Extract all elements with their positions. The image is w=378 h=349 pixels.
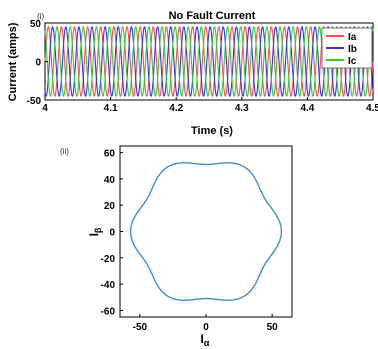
y-axis-ticks-2: 60 40 20 0 -20 -40 -60 xyxy=(101,149,123,317)
y-tick-label: -40 xyxy=(101,280,116,291)
x-tick-label: 4 xyxy=(42,103,48,114)
series-ic-line xyxy=(44,26,374,97)
y-tick-label: 50 xyxy=(30,19,42,30)
time-domain-chart: (i) No Fault Current 4 4.1 4.2 4.3 4.4 4.5 50… xyxy=(7,10,378,137)
ialpha-ibeta-trajectory xyxy=(129,162,283,301)
y-axis-ticks: 50 0 -50 xyxy=(27,19,48,107)
y-tick-label: 60 xyxy=(104,149,116,160)
x-tick-label: 4.5 xyxy=(366,103,378,114)
x-tick-label: -50 xyxy=(133,322,148,333)
x-axis-ticks-2: -50 0 50 xyxy=(133,314,279,333)
x-tick-label: 0 xyxy=(203,322,209,333)
alpha-beta-chart: (ii) -50 0 50 60 40 20 0 -20 -40 -60 Iα Iβ xyxy=(60,145,293,348)
chart-title: No Fault Current xyxy=(169,10,256,22)
y-tick-label: 0 xyxy=(35,58,41,69)
current-series-lines xyxy=(44,26,374,97)
panel-label-ii: (ii) xyxy=(60,147,69,156)
x-axis-label: Time (s) xyxy=(191,125,233,137)
legend-label-ib: Ib xyxy=(348,44,357,55)
y-tick-label: 0 xyxy=(109,228,115,239)
plot-area-frame-2 xyxy=(119,145,293,318)
x-tick-label: 4.4 xyxy=(300,103,314,114)
x-tick-label: 4.1 xyxy=(104,103,118,114)
x-tick-label: 4.2 xyxy=(169,103,183,114)
legend-label-ic: Ic xyxy=(348,56,357,67)
y-tick-label: 40 xyxy=(104,175,116,186)
legend-label-ia: Ia xyxy=(348,32,357,43)
panel-label-i: (i) xyxy=(37,12,44,21)
y-tick-label: -60 xyxy=(101,306,116,317)
x-tick-label: 50 xyxy=(267,322,279,333)
y-tick-label: -50 xyxy=(27,96,42,107)
y-axis-label: Current (amps) xyxy=(7,22,19,101)
x-axis-label-2: Iα xyxy=(201,332,210,348)
series-ia-line xyxy=(44,26,374,97)
y-axis-label-2: Iβ xyxy=(87,227,103,236)
series-ib-line xyxy=(44,26,374,97)
x-tick-label: 4.3 xyxy=(235,103,249,114)
y-tick-label: -20 xyxy=(101,254,116,265)
x-axis-ticks: 4 4.1 4.2 4.3 4.4 4.5 xyxy=(42,97,378,114)
y-tick-label: 20 xyxy=(104,201,116,212)
legend-box xyxy=(321,27,373,69)
